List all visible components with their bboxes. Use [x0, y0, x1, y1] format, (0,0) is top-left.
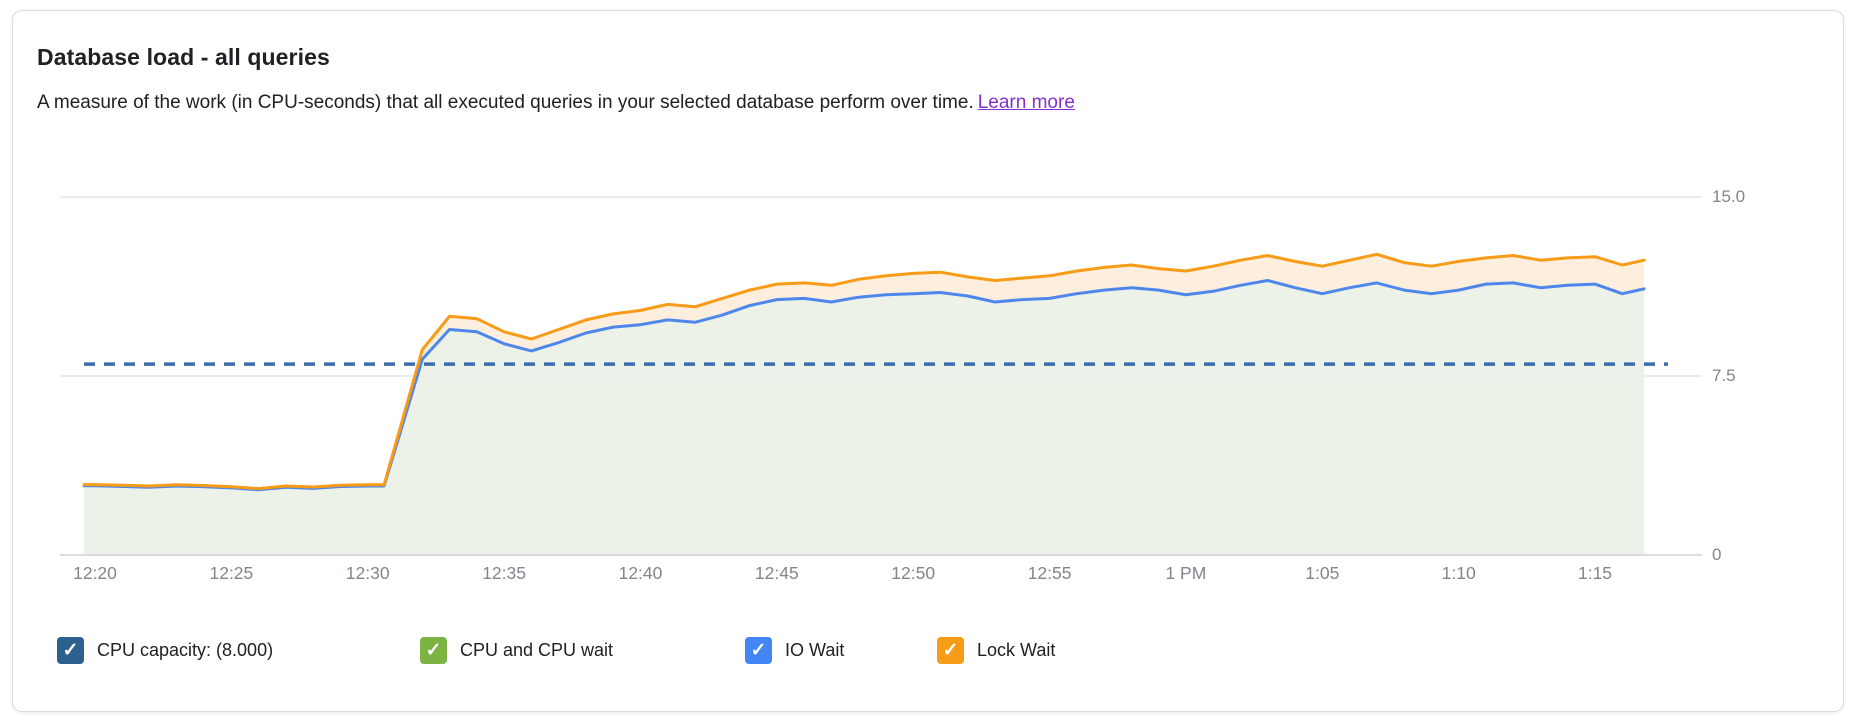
description-text: A measure of the work (in CPU-seconds) t… [37, 92, 974, 113]
legend-item-cpu-capacity[interactable]: ✓ CPU capacity: (8.000) [57, 637, 273, 664]
x-axis-label: 12:45 [754, 563, 799, 583]
lock-wait-area [84, 254, 1645, 490]
gridlines [60, 196, 1702, 556]
io-wait-checkbox-checked-icon[interactable]: ✓ [745, 637, 772, 664]
cpu-io-area [84, 280, 1645, 555]
chart-description: A measure of the work (in CPU-seconds) t… [37, 92, 1075, 114]
legend-label: IO Wait [785, 640, 845, 660]
x-axis-label: 1:15 [1577, 563, 1613, 583]
legend-item-lock-wait[interactable]: ✓ Lock Wait [937, 637, 1055, 664]
x-axis-label: 12:20 [73, 563, 117, 583]
cpu-wait-checkbox-checked-icon[interactable]: ✓ [420, 637, 447, 664]
legend-item-cpu-and-cpu-wait[interactable]: ✓ CPU and CPU wait [420, 637, 613, 664]
lock-wait-line [82, 252, 1646, 491]
legend-label: CPU capacity: (8.000) [97, 640, 274, 660]
legend-label: CPU and CPU wait [460, 640, 614, 660]
x-axis-label: 1:10 [1441, 563, 1476, 583]
x-axis-label: 12:40 [618, 563, 663, 583]
x-axis-label: 1 PM [1165, 563, 1207, 583]
x-axis-label: 1:05 [1305, 563, 1340, 583]
legend-item-io-wait[interactable]: ✓ IO Wait [745, 637, 844, 664]
y-axis-label: 15.0 [1712, 187, 1746, 206]
y-axis-label: 7.5 [1712, 366, 1736, 385]
cpu-capacity-checkbox-checked-icon[interactable]: ✓ [57, 637, 84, 664]
x-axis-label: 12:30 [345, 563, 390, 583]
learn-more-link[interactable]: Learn more [977, 92, 1075, 113]
x-axis-label: 12:55 [1027, 563, 1072, 583]
page-title: Database load - all queries [37, 44, 330, 70]
lock-wait-checkbox-checked-icon[interactable]: ✓ [937, 637, 964, 664]
x-axis-label: 12:25 [209, 563, 254, 583]
x-axis-label: 12:50 [891, 563, 936, 583]
y-axis-label: 0 [1712, 545, 1722, 564]
legend-label: Lock Wait [977, 640, 1056, 660]
x-axis-label: 12:35 [482, 563, 526, 583]
